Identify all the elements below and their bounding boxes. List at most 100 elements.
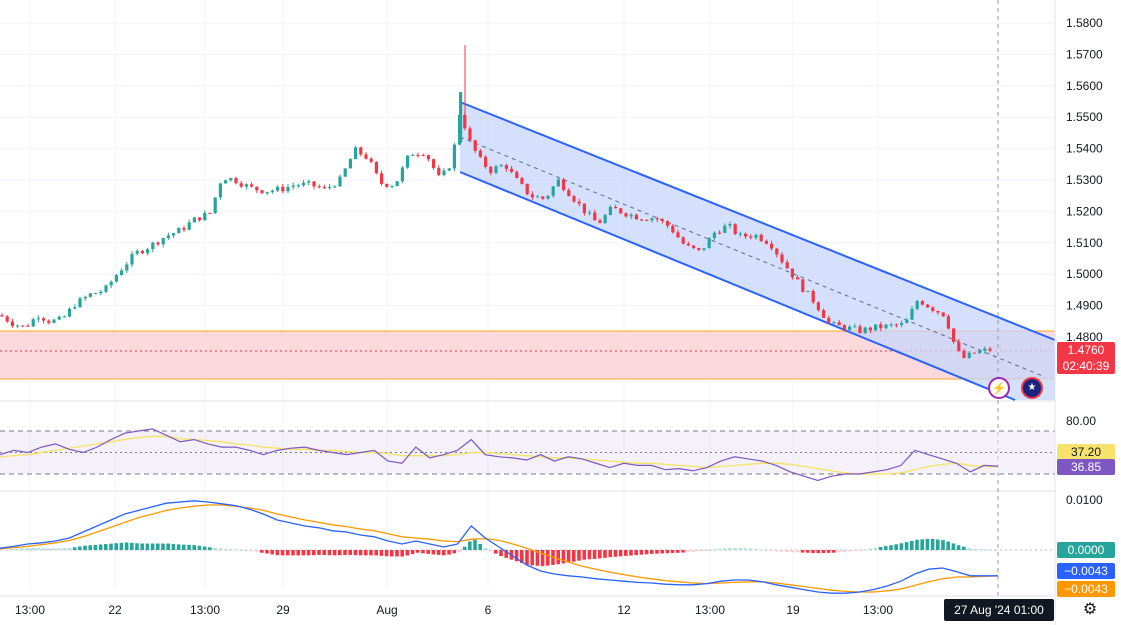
candle-body xyxy=(624,213,628,217)
macd-histogram-bar xyxy=(852,550,857,551)
macd-histogram-bar xyxy=(364,550,368,556)
channel-midline xyxy=(459,136,1046,378)
candle-body xyxy=(73,307,77,309)
candle-body xyxy=(634,214,638,220)
australia-flag-icon[interactable]: ★ xyxy=(1021,377,1043,399)
candle-body xyxy=(244,184,248,187)
macd-histogram-bar xyxy=(478,543,482,550)
macd-histogram-bar xyxy=(291,550,295,556)
gear-icon[interactable]: ⚙ xyxy=(1082,601,1098,618)
macd-histogram-bar xyxy=(624,550,628,556)
macd-histogram-bar xyxy=(135,543,139,550)
candle-body xyxy=(879,324,883,329)
macd-histogram-bar xyxy=(176,544,181,550)
macd-histogram-bar xyxy=(390,550,394,557)
macd-histogram-bar xyxy=(738,547,742,550)
candle-body xyxy=(515,171,519,178)
macd-histogram-bar xyxy=(296,550,300,556)
candle-body xyxy=(125,264,129,271)
macd-histogram-bar xyxy=(863,549,867,551)
candle-body xyxy=(88,293,92,297)
macd-histogram-tag: 0.0000 xyxy=(1057,542,1115,558)
macd-histogram-bar xyxy=(161,543,165,550)
countdown-value: 02:40:39 xyxy=(1062,359,1110,373)
macd-histogram-bar xyxy=(780,550,784,552)
candle-body xyxy=(936,310,940,313)
flash-icon[interactable]: ⚡ xyxy=(988,377,1010,399)
candle-body xyxy=(692,245,696,248)
macd-histogram-bar xyxy=(878,546,883,550)
candle-body xyxy=(889,324,893,326)
macd-histogram-bar xyxy=(213,547,217,550)
candle-body xyxy=(796,277,800,280)
candle-body xyxy=(317,186,321,188)
candle-body xyxy=(494,166,498,173)
macd-histogram-bar xyxy=(904,542,909,550)
candle-body xyxy=(702,248,706,250)
macd-histogram-bar xyxy=(36,548,40,550)
candle-body xyxy=(640,219,644,221)
macd-histogram-bar xyxy=(410,550,415,555)
macd-histogram-bar xyxy=(26,547,30,550)
candle-body xyxy=(198,217,202,221)
candle-body xyxy=(348,159,352,169)
macd-histogram-bar xyxy=(67,547,72,550)
candle-body xyxy=(161,238,165,245)
candle-body xyxy=(135,250,139,254)
time-tick-label: 13:00 xyxy=(863,603,893,617)
candle-body xyxy=(302,182,306,186)
candle-body xyxy=(650,218,654,221)
macd-histogram-bar xyxy=(660,550,664,554)
macd-histogram-bar xyxy=(156,543,160,550)
candle-body xyxy=(281,186,285,192)
price-tick-label: 1.5000 xyxy=(1066,267,1103,281)
macd-histogram-bar xyxy=(686,550,690,553)
macd-histogram-bar xyxy=(249,550,254,552)
rsi-ma-value-tag: 36.85 xyxy=(1057,459,1115,475)
macd-histogram-bar xyxy=(20,548,25,550)
candle-body xyxy=(78,298,82,308)
macd-histogram-bar xyxy=(504,550,508,558)
price-tick-label: 1.5500 xyxy=(1066,110,1103,124)
macd-histogram-bar xyxy=(104,544,108,550)
candle-body xyxy=(988,348,992,351)
macd-histogram-bar xyxy=(811,550,815,553)
macd-histogram-bar xyxy=(670,550,675,554)
macd-histogram-bar xyxy=(582,550,586,560)
macd-histogram-bar xyxy=(988,549,992,551)
candle-body xyxy=(442,170,446,176)
candle-body xyxy=(343,168,347,177)
macd-histogram-bar xyxy=(431,550,436,555)
candle-body xyxy=(567,190,571,197)
macd-histogram-bar xyxy=(442,550,446,556)
macd-histogram-bar xyxy=(353,550,358,556)
candle-body xyxy=(546,195,550,199)
candle-body xyxy=(707,238,711,249)
macd-histogram-bar xyxy=(618,550,623,557)
macd-histogram-bar xyxy=(514,550,519,562)
candle-body xyxy=(338,176,342,187)
price-tick-label: 1.5200 xyxy=(1066,204,1103,218)
candle-body xyxy=(556,179,560,187)
candle-body xyxy=(203,212,207,221)
time-tick-label: 12 xyxy=(617,603,631,617)
macd-histogram-bar xyxy=(457,550,462,552)
macd-histogram-bar xyxy=(790,550,794,553)
candle-body xyxy=(510,168,514,172)
candle-body xyxy=(177,228,181,234)
macd-histogram-bar xyxy=(78,546,82,550)
macd-histogram-bar xyxy=(228,549,233,551)
macd-histogram-bar xyxy=(452,550,456,554)
macd-histogram-bar xyxy=(925,538,930,550)
candle-body xyxy=(26,325,30,327)
macd-histogram-bar xyxy=(832,550,836,553)
macd-histogram-bar xyxy=(130,542,134,550)
macd-histogram-bar xyxy=(358,550,363,556)
candle-body xyxy=(312,181,316,187)
candle-body xyxy=(437,167,441,176)
macd-histogram-bar xyxy=(182,544,186,550)
candle-body xyxy=(816,302,820,311)
candle-body xyxy=(941,312,945,317)
